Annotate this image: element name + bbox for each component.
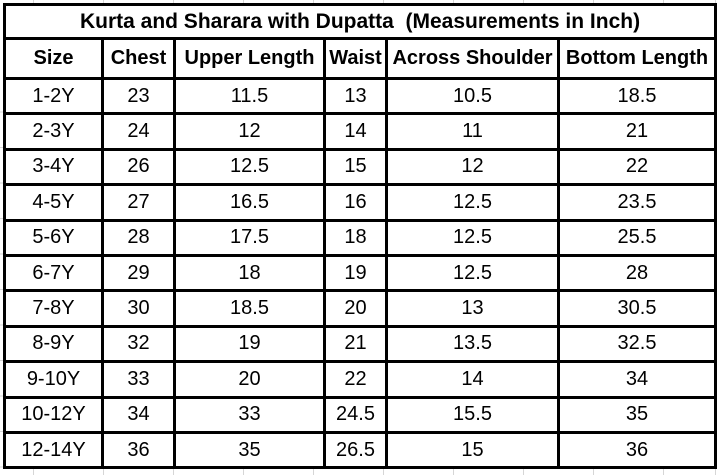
measurement-cell: 33 [173,395,326,434]
size-cell: 9-10Y [3,360,104,399]
size-cell: 3-4Y [3,147,104,187]
table-body: 1-2Y 23 11.5 13 10.5 18.5 2-3Y 24 12 14 11 21 3-4Y 26… [3,76,717,470]
measurement-cell: 29 [101,253,176,293]
column-header-chest: Chest [101,37,176,80]
table-title-row: Kurta and Sharara with Dupatta (Measurem… [2,3,717,40]
size-cell: 2-3Y [3,112,104,151]
measurement-cell: 22 [323,360,388,399]
measurement-cell: 23 [101,76,176,116]
measurement-cell: 15 [323,147,388,187]
measurement-cell: 21 [323,324,388,364]
column-header-size: Size [3,37,104,80]
size-cell: 4-5Y [3,183,104,222]
measurement-cell: 13 [323,76,388,116]
measurement-cell: 30 [101,289,176,328]
table-row: 10-12Y 34 33 24.5 15.5 35 [3,395,717,434]
measurement-cell: 34 [556,360,717,399]
measurement-cell: 26.5 [323,430,388,470]
measurement-cell: 33 [101,360,176,399]
table-row: 4-5Y 27 16.5 16 12.5 23.5 [3,183,717,222]
measurement-cell: 22 [556,147,717,187]
measurement-cell: 19 [323,253,388,293]
measurement-cell: 28 [556,253,717,293]
size-chart-table: Kurta and Sharara with Dupatta (Measurem… [2,3,717,470]
measurement-cell: 19 [173,324,326,364]
measurement-cell: 12 [385,147,560,187]
measurement-cell: 21 [556,112,717,151]
size-cell: 10-12Y [3,395,104,434]
measurement-cell: 30.5 [556,289,717,328]
measurement-cell: 12.5 [173,147,326,187]
measurement-cell: 35 [556,395,717,434]
measurement-cell: 14 [323,112,388,151]
measurement-cell: 36 [556,430,717,470]
measurement-cell: 24 [101,112,176,151]
measurement-cell: 18.5 [556,76,717,116]
measurement-cell: 17.5 [173,218,326,257]
spreadsheet-gridlines-top [0,0,717,3]
measurement-cell: 13 [385,289,560,328]
column-header-across-shoulder: Across Shoulder [385,37,560,80]
measurement-cell: 34 [101,395,176,434]
column-header-waist: Waist [323,37,388,80]
size-cell: 6-7Y [3,253,104,293]
size-cell: 8-9Y [3,324,104,364]
table-row: 6-7Y 29 18 19 12.5 28 [3,253,717,293]
size-cell: 12-14Y [3,430,104,470]
spreadsheet-gridlines-bottom [0,468,717,475]
measurement-cell: 11 [385,112,560,151]
measurement-cell: 13.5 [385,324,560,364]
size-cell: 7-8Y [3,289,104,328]
column-header-row: Size Chest Upper Length Waist Across Shoulde… [3,37,717,80]
size-cell: 5-6Y [3,218,104,257]
measurement-cell: 23.5 [556,183,717,222]
measurement-cell: 10.5 [385,76,560,116]
measurement-cell: 32.5 [556,324,717,364]
measurement-cell: 12.5 [385,253,560,293]
measurement-cell: 20 [173,360,326,399]
measurement-cell: 35 [173,430,326,470]
table-row: 5-6Y 28 17.5 18 12.5 25.5 [3,218,717,257]
measurement-cell: 12.5 [385,218,560,257]
column-header-upper-length: Upper Length [173,37,326,80]
measurement-cell: 16.5 [173,183,326,222]
size-cell: 1-2Y [3,76,104,116]
table-row: 12-14Y 36 35 26.5 15 36 [3,430,717,470]
measurement-cell: 36 [101,430,176,470]
spreadsheet-gridlines-left [0,77,3,469]
measurement-cell: 14 [385,360,560,399]
measurement-cell: 16 [323,183,388,222]
measurement-cell: 32 [101,324,176,364]
table-row: 3-4Y 26 12.5 15 12 22 [3,147,717,187]
measurement-cell: 18 [323,218,388,257]
measurement-cell: 18.5 [173,289,326,328]
table-row: 1-2Y 23 11.5 13 10.5 18.5 [3,76,717,116]
table-row: 8-9Y 32 19 21 13.5 32.5 [3,324,717,364]
table-title: Kurta and Sharara with Dupatta (Measurem… [2,3,717,40]
measurement-cell: 27 [101,183,176,222]
measurement-cell: 11.5 [173,76,326,116]
measurement-cell: 15.5 [385,395,560,434]
column-header-bottom-length: Bottom Length [556,37,717,80]
measurement-cell: 18 [173,253,326,293]
measurement-cell: 12.5 [385,183,560,222]
measurement-cell: 20 [323,289,388,328]
measurement-cell: 24.5 [323,395,388,434]
table-row: 9-10Y 33 20 22 14 34 [3,360,717,399]
measurement-cell: 15 [385,430,560,470]
measurement-cell: 25.5 [556,218,717,257]
measurement-cell: 26 [101,147,176,187]
table-row: 7-8Y 30 18.5 20 13 30.5 [3,289,717,328]
table-row: 2-3Y 24 12 14 11 21 [3,112,717,151]
measurement-cell: 12 [173,112,326,151]
measurement-cell: 28 [101,218,176,257]
